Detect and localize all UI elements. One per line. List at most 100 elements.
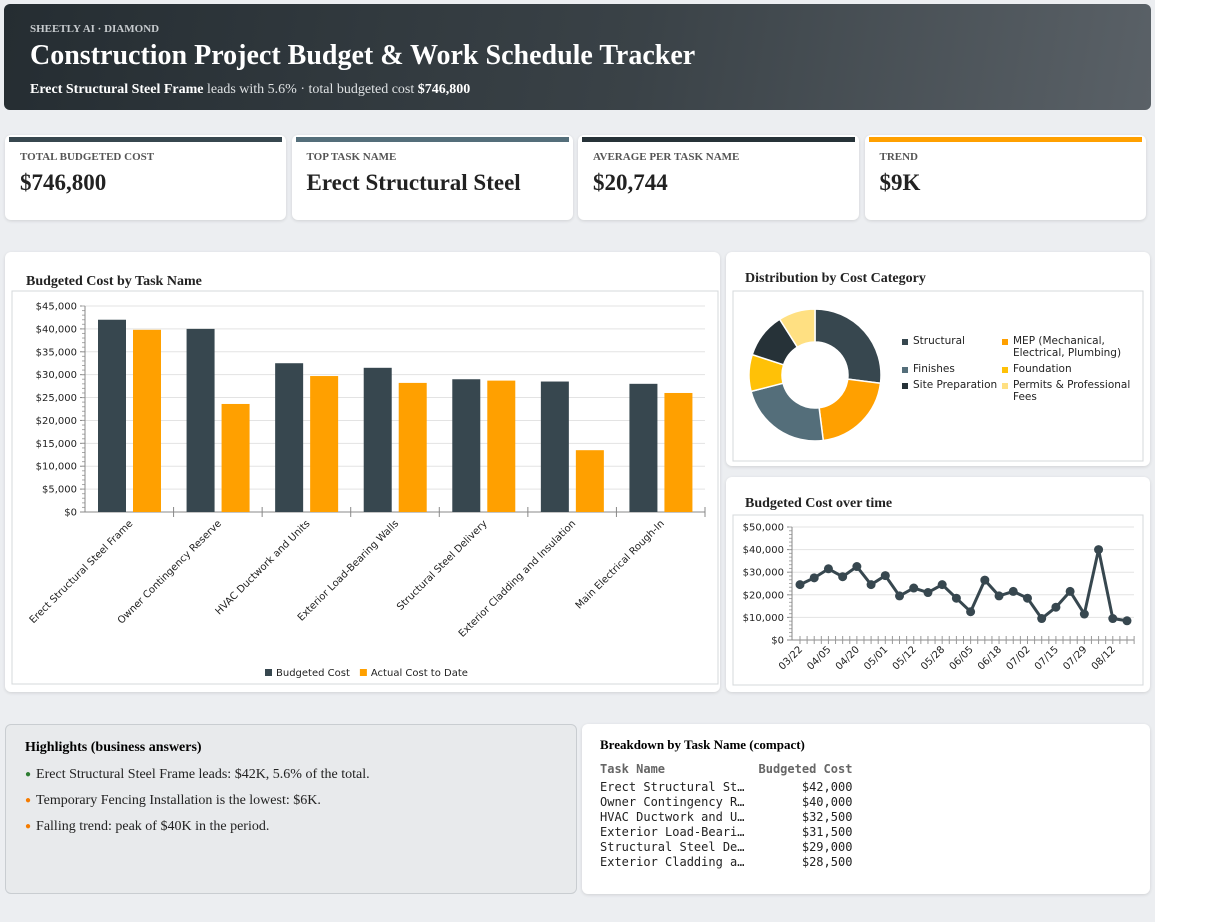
- point: [980, 575, 990, 585]
- donut-slice: [818, 378, 882, 442]
- table-cell: Erect Structural St…: [600, 780, 745, 794]
- legend-swatch: [1002, 383, 1008, 389]
- kpi-accent: [295, 137, 569, 142]
- table-cell: Exterior Load-Beari…: [600, 825, 745, 839]
- donut-slice: [778, 308, 816, 349]
- legend-label: Structural: [913, 335, 965, 347]
- point: [909, 583, 919, 593]
- x-tick-label: Main Electrical Rough-In: [574, 518, 667, 611]
- plot-frame: [732, 290, 1144, 462]
- plot-frame: [11, 290, 719, 685]
- y-tick-label: $30,000: [36, 370, 77, 381]
- table-cell: HVAC Ductwork and U…: [600, 810, 745, 824]
- y-tick-label: $45,000: [36, 302, 77, 313]
- kpi-accent: [9, 137, 282, 142]
- point: [838, 572, 848, 582]
- bar: [540, 381, 569, 512]
- point: [1037, 614, 1047, 624]
- legend-label: Budgeted Cost: [276, 668, 350, 679]
- point: [1108, 614, 1118, 624]
- point: [937, 580, 947, 590]
- point: [1122, 616, 1132, 626]
- y-tick-label: $50,000: [743, 523, 784, 534]
- kpi-label: TOP TASK NAME: [306, 151, 397, 163]
- kpi-value: $20,744: [593, 170, 668, 195]
- legend-item: Permits & Professional Fees: [1002, 379, 1132, 403]
- table-cell: $31,500: [801, 825, 853, 839]
- bar: [221, 403, 250, 512]
- column-header: Budgeted Cost: [758, 762, 853, 776]
- bar: [398, 382, 427, 512]
- donut-slice: [814, 308, 882, 385]
- table-card: Breakdown by Task Name (compact) Task Na…: [582, 724, 1150, 894]
- legend-label: Site Preparation: [913, 379, 998, 391]
- legend-item: Structural: [902, 335, 1002, 359]
- legend-swatch: [902, 367, 908, 373]
- y-tick-label: $0: [771, 636, 784, 647]
- x-tick-label: 04/20: [834, 644, 862, 672]
- legend-label: Foundation: [1013, 363, 1072, 375]
- legend-label: Actual Cost to Date: [371, 668, 468, 679]
- sub-text: leads with 5.6% · total budgeted cost: [207, 82, 415, 97]
- kpi-card: TOP TASK NAME Erect Structural Steel: [291, 135, 573, 220]
- bar: [310, 376, 339, 512]
- highlights-list: Erect Structural Steel Frame leads: $42K…: [25, 767, 370, 845]
- total: $746,800: [417, 82, 471, 97]
- kpi-label: TREND: [879, 151, 919, 163]
- donut-chart: Distribution by Cost Category: [732, 271, 1144, 462]
- legend-swatch: [359, 669, 367, 676]
- table-cell: $29,000: [801, 840, 853, 854]
- y-tick-label: $40,000: [36, 324, 77, 335]
- x-tick-label: Erect Structural Steel Frame: [28, 518, 136, 626]
- kpi-card: TOTAL BUDGETED COST $746,800: [5, 135, 286, 220]
- subtitle: Erect Structural Steel Frame leads with …: [30, 82, 470, 98]
- brand: SHEETLY AI · DIAMOND: [30, 23, 160, 35]
- column-header: Task Name: [600, 762, 666, 776]
- x-tick-label: 06/18: [976, 644, 1004, 672]
- point: [994, 591, 1004, 601]
- header: SHEETLY AI · DIAMOND Construction Projec…: [4, 4, 1151, 110]
- legend-swatch: [902, 339, 908, 345]
- highlight: Temporary Fencing Installation is the lo…: [25, 793, 370, 809]
- point: [823, 564, 833, 574]
- highlights-title: Highlights (business answers): [25, 740, 202, 755]
- x-tick-label: 03/22: [777, 644, 805, 672]
- kpi-value: $746,800: [20, 170, 107, 195]
- kpi-value: Erect Structural Steel: [306, 170, 521, 195]
- legend-item: MEP (Mechanical, Electrical, Plumbing): [1002, 335, 1132, 359]
- table-row: HVAC Ductwork and U… $32,500: [598, 810, 854, 825]
- chart-title: Budgeted Cost by Task Name: [26, 274, 202, 289]
- table-row: Exterior Load-Beari… $31,500: [598, 825, 854, 840]
- y-tick-label: $20,000: [36, 416, 77, 427]
- table-title: Breakdown by Task Name (compact): [600, 737, 805, 752]
- x-tick-label: 06/05: [948, 644, 976, 672]
- legend-item: Site Preparation: [902, 379, 1002, 403]
- legend-item: Finishes: [902, 363, 1002, 375]
- kpi-label: AVERAGE PER TASK NAME: [593, 151, 740, 163]
- point: [923, 588, 933, 598]
- table-cell: Structural Steel De…: [600, 840, 745, 854]
- point: [1008, 586, 1018, 596]
- plot-frame: [732, 514, 1144, 686]
- y-tick-label: $25,000: [36, 393, 77, 404]
- x-tick-label: Exterior Load-Bearing Walls: [296, 518, 401, 623]
- table-row: Structural Steel De… $29,000: [598, 840, 854, 855]
- y-tick-label: $5,000: [42, 485, 77, 496]
- kpi-label: TOTAL BUDGETED COST: [20, 151, 155, 163]
- legend-swatch: [902, 383, 908, 389]
- bar: [629, 383, 658, 512]
- point: [966, 607, 976, 617]
- x-tick-label: 08/12: [1090, 644, 1118, 672]
- highlight: Falling trend: peak of $40K in the perio…: [25, 819, 370, 835]
- kpi-card: AVERAGE PER TASK NAME $20,744: [578, 135, 859, 220]
- bar: [98, 319, 126, 512]
- x-tick-label: 05/12: [891, 644, 919, 672]
- x-tick-label: 07/02: [1004, 644, 1032, 672]
- y-tick-label: $10,000: [36, 462, 77, 473]
- line: [799, 549, 1128, 623]
- table-cell: $32,500: [801, 810, 853, 824]
- point: [1094, 545, 1104, 555]
- line-chart: Budgeted Cost over time $0 $10,000 $20,000 $…: [732, 496, 1144, 686]
- y-tick-label: $20,000: [743, 590, 784, 601]
- legend-swatch: [265, 669, 272, 676]
